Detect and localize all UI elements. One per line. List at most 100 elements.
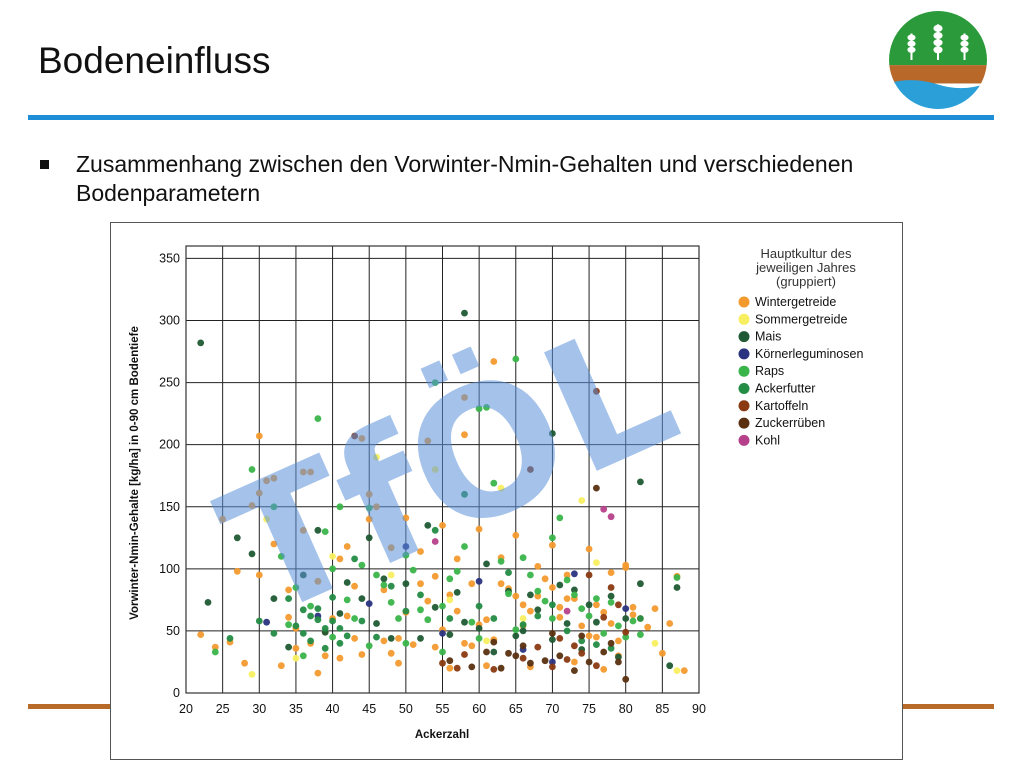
legend-title-line: jeweiligen Jahres	[755, 260, 856, 275]
data-point	[490, 615, 498, 622]
data-point	[270, 540, 278, 548]
legend-swatch	[738, 434, 750, 446]
title-divider	[28, 115, 994, 120]
data-point	[431, 603, 439, 611]
data-point	[307, 468, 314, 476]
data-point	[409, 641, 417, 648]
data-point	[519, 601, 527, 609]
data-point	[417, 580, 424, 588]
y-tick-label: 350	[159, 251, 180, 265]
data-point	[549, 663, 556, 671]
data-point	[453, 589, 461, 596]
data-point	[549, 430, 556, 437]
data-point	[651, 639, 659, 647]
data-point	[336, 610, 344, 617]
data-point	[607, 584, 615, 591]
y-axis-title: Vorwinter-Nmin-Gehalte [kg/ha] in 0-90 c…	[129, 326, 141, 620]
legend-swatch	[738, 348, 750, 360]
data-point	[490, 638, 498, 646]
data-point	[637, 615, 644, 622]
data-point	[299, 526, 307, 534]
data-point	[468, 580, 476, 588]
series-1	[248, 453, 681, 678]
data-point	[417, 635, 424, 642]
data-point	[534, 612, 542, 620]
data-point	[505, 590, 512, 598]
data-point	[615, 622, 622, 630]
data-point	[527, 659, 534, 667]
data-point	[226, 635, 234, 642]
data-point	[365, 600, 373, 607]
data-point	[402, 607, 410, 615]
data-point	[600, 613, 608, 621]
legend-label: Ackerfutter	[755, 382, 815, 396]
data-point	[248, 502, 256, 509]
data-point	[255, 571, 263, 579]
chart-grid	[185, 246, 700, 694]
data-point	[461, 431, 468, 439]
data-point	[439, 630, 446, 637]
data-point	[527, 466, 534, 473]
data-point	[453, 664, 461, 672]
data-point	[541, 597, 549, 605]
data-point	[358, 435, 366, 442]
data-point	[607, 592, 615, 600]
data-point	[512, 652, 520, 660]
data-point	[637, 580, 644, 588]
data-point	[446, 575, 454, 583]
data-point	[475, 525, 483, 533]
data-point	[321, 625, 329, 632]
data-point	[571, 591, 578, 599]
data-point	[556, 603, 564, 611]
data-point	[578, 632, 586, 640]
data-point	[343, 579, 351, 586]
data-point	[387, 544, 395, 552]
data-point	[651, 605, 659, 612]
data-point	[351, 635, 358, 642]
data-point	[549, 615, 556, 622]
data-point	[461, 651, 468, 658]
data-point	[424, 522, 432, 529]
data-point	[629, 617, 637, 625]
data-point	[571, 586, 578, 594]
data-point	[585, 658, 593, 666]
data-point	[292, 622, 300, 630]
data-point	[255, 617, 263, 625]
data-point	[307, 602, 314, 610]
scatter-chart-canvas: 20 25 30 35 40 45 50 55 60 65 70 75 80 85 90 0 50 100 150…	[129, 245, 863, 741]
data-point	[402, 551, 410, 559]
data-point	[343, 632, 351, 640]
data-point	[578, 497, 586, 504]
data-point	[461, 639, 468, 647]
data-point	[578, 605, 586, 612]
data-point	[395, 659, 402, 667]
data-point	[424, 597, 432, 605]
data-point	[622, 605, 630, 612]
data-point	[593, 618, 600, 626]
data-point	[673, 574, 681, 581]
data-point	[351, 432, 358, 440]
data-point	[607, 569, 615, 576]
data-point	[497, 664, 505, 672]
data-point	[571, 658, 578, 666]
data-point	[593, 559, 600, 566]
data-point	[329, 594, 336, 601]
legend-label: Wintergetreide	[755, 295, 836, 309]
data-point	[351, 615, 358, 622]
series-4	[211, 355, 681, 660]
data-point	[358, 561, 366, 569]
data-point	[483, 648, 490, 656]
legend-title-line: (gruppiert)	[776, 274, 836, 289]
data-point	[270, 595, 278, 602]
square-bullet-icon	[40, 160, 49, 169]
data-point	[615, 637, 622, 645]
data-point	[637, 478, 644, 486]
data-point	[600, 666, 608, 673]
data-point	[307, 612, 314, 620]
y-tick-label: 0	[173, 686, 180, 700]
data-point	[541, 657, 549, 665]
data-point	[373, 503, 380, 511]
data-point	[519, 554, 527, 562]
data-point	[534, 587, 542, 595]
